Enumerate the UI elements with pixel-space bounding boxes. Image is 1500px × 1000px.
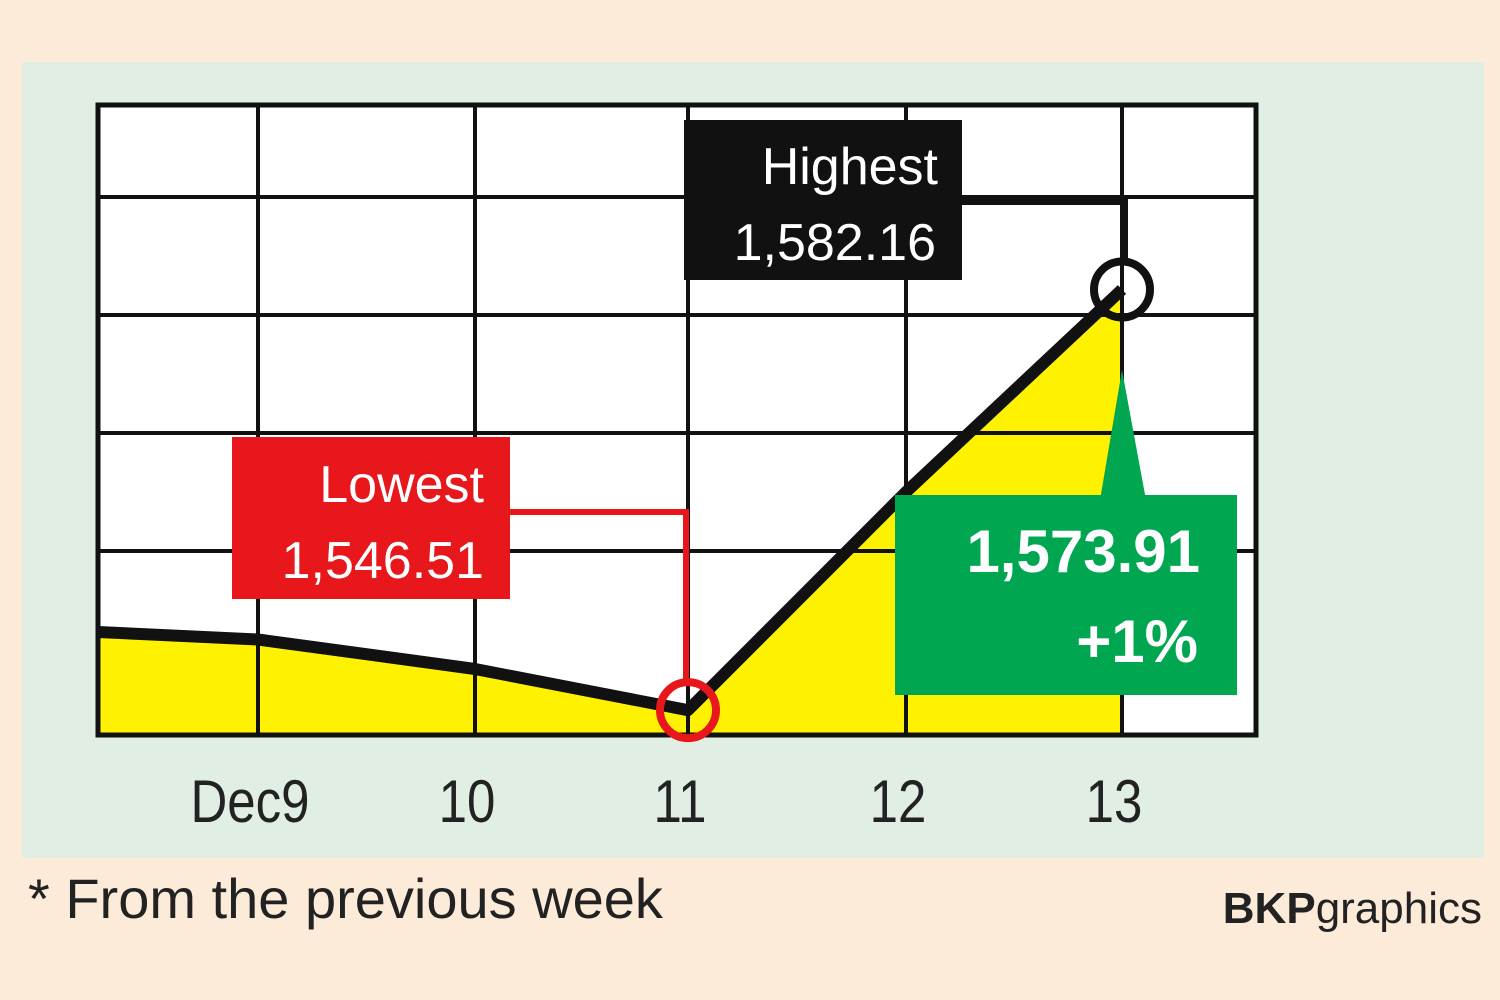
credit-logo: BKPgraphics <box>1223 884 1482 934</box>
close-box <box>895 495 1237 695</box>
highest-marker <box>1090 257 1154 322</box>
highest-box <box>684 120 962 280</box>
highest-connector <box>960 199 1128 260</box>
close-value: 1,573.91 <box>966 518 1200 585</box>
lowest-value: 1,546.51 <box>282 532 484 590</box>
series-line <box>97 285 1127 717</box>
area-fill <box>98 289 1122 735</box>
lowest-box <box>232 437 510 599</box>
x-tick-label: 10 <box>439 768 496 835</box>
lowest-title: Lowest <box>319 456 484 514</box>
x-tick-label: 11 <box>654 768 707 835</box>
close-pointer <box>1100 370 1146 500</box>
highest-value: 1,582.16 <box>734 214 936 272</box>
close-change: +1% <box>1076 608 1198 675</box>
footnote: * From the previous week <box>28 867 663 930</box>
x-tick-label: Dec9 <box>190 768 309 835</box>
x-tick-label: 12 <box>870 768 927 835</box>
lowest-connector <box>508 509 689 681</box>
credit-regular: graphics <box>1315 884 1482 933</box>
x-tick-label: 13 <box>1086 768 1143 835</box>
credit-bold: BKP <box>1222 884 1316 933</box>
lowest-marker <box>656 678 720 743</box>
highest-title: Highest <box>762 138 939 196</box>
